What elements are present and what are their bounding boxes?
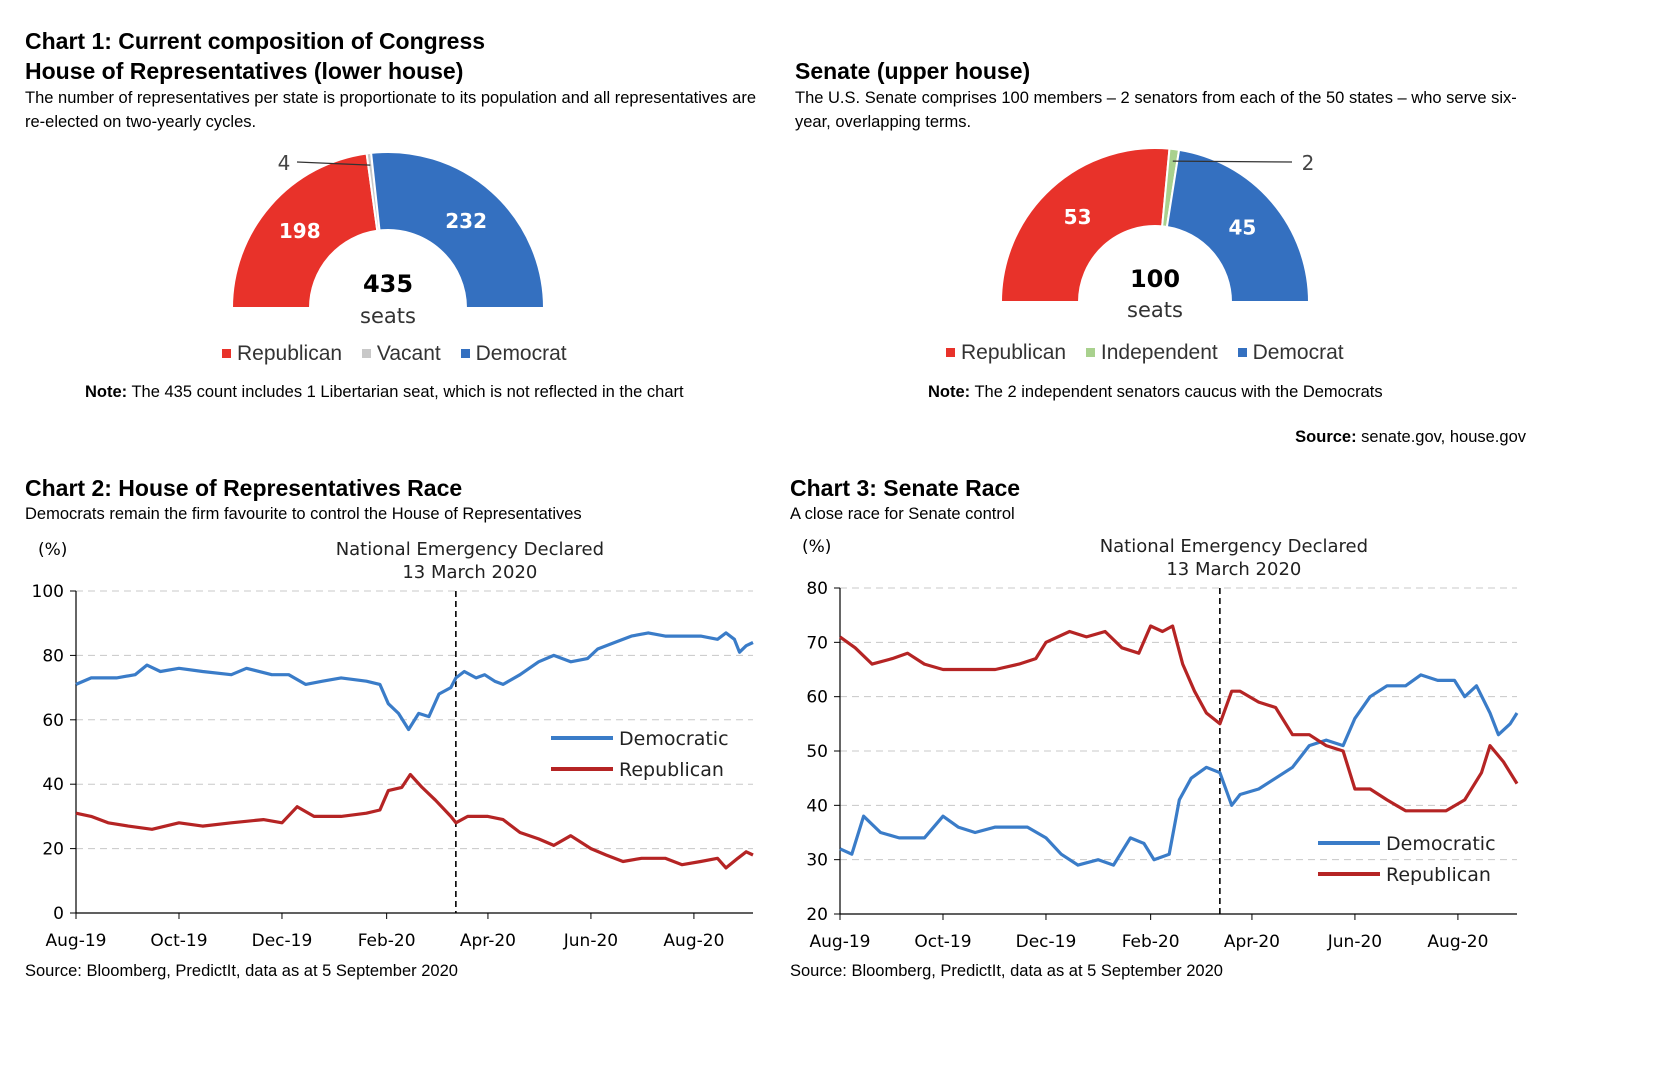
x-tick-label: Aug-20 [663, 931, 724, 951]
annotation-line-1: National Emergency Declared [336, 539, 604, 560]
senate-total-unit: seats [1127, 298, 1183, 322]
legend-democratic-label: Democratic [1386, 833, 1496, 855]
y-tick-label: 70 [806, 633, 828, 653]
y-tick-label: 30 [806, 851, 828, 871]
annotation-line-2: 13 March 2020 [402, 562, 537, 583]
chart2-title: Chart 2: House of Representatives Race [25, 475, 463, 501]
series-democratic-line [839, 673, 1519, 867]
house-legend: Republican Vacant Democrat [222, 342, 581, 366]
x-tick-label: Aug-19 [46, 931, 107, 951]
x-tick-label: Jun-20 [1327, 932, 1382, 952]
y-tick-label: 20 [806, 905, 828, 925]
senate-total: 100 [1130, 265, 1180, 293]
vacant-swatch [361, 348, 371, 358]
house-arcs [230, 151, 546, 309]
senate-semicircle-chart: 53 2 45 100 seats [999, 147, 1315, 322]
senate-democrat-arc [1165, 148, 1311, 303]
house-semicircle-chart: 198 4 232 435 seats [230, 151, 546, 328]
legend-item-vacant: Vacant [361, 342, 441, 365]
y-tick-label: 50 [806, 742, 828, 762]
chart3-line-chart: 20 30 40 50 60 70 80 (%) Aug-19 Oct-19 Dec-19 Feb-2… [802, 536, 1519, 952]
y-tick-label: 40 [42, 775, 64, 795]
senate-note: Note: The 2 independent senators caucus … [928, 383, 1383, 401]
x-tick-label: Oct-19 [150, 931, 207, 951]
x-tick-label: Apr-20 [460, 931, 516, 951]
x-tick-label: Feb-20 [1122, 932, 1180, 952]
senate-legend: Republican Independent Democrat [946, 341, 1358, 365]
chart2-line-chart: 0 20 40 60 80 100 (%) Aug-19 Oct-19 Dec-19 Feb-20 A… [32, 539, 754, 951]
annotation-line-2: 13 March 2020 [1166, 559, 1301, 580]
chart2-source: Source: Bloomberg, PredictIt, data as at… [25, 962, 458, 980]
y-tick-label: 80 [806, 579, 828, 599]
democrat-swatch [1237, 347, 1247, 357]
y-tick-label: 80 [42, 646, 64, 666]
house-total-unit: seats [360, 304, 416, 328]
x-tick-label: Jun-20 [563, 931, 618, 951]
house-heading: House of Representatives (lower house) [25, 58, 464, 84]
x-tick-label: Feb-20 [358, 931, 416, 951]
x-tick-label: Aug-20 [1427, 932, 1488, 952]
independent-swatch [1085, 347, 1095, 357]
chart1-source: Source: senate.gov, house.gov [1295, 428, 1526, 446]
y-tick-label: 40 [806, 796, 828, 816]
senate-republican-arc [999, 147, 1171, 303]
x-tick-label: Aug-19 [810, 932, 871, 952]
senate-arcs [999, 147, 1311, 303]
y-tick-label: 20 [42, 840, 64, 860]
y-tick-label: 0 [53, 904, 64, 924]
house-description: The number of representatives per state … [25, 89, 757, 131]
chart3-source: Source: Bloomberg, PredictIt, data as at… [790, 962, 1223, 980]
legend-item-independent: Independent [1085, 341, 1218, 364]
x-tick-label: Apr-20 [1224, 932, 1280, 952]
senate-description: The U.S. Senate comprises 100 members – … [795, 89, 1517, 131]
legend-republican-label: Republican [619, 759, 724, 781]
annotation-line-1: National Emergency Declared [1100, 536, 1368, 557]
chart2-subtitle: Democrats remain the firm favourite to c… [25, 505, 582, 523]
legend-item-republican: Republican [222, 342, 342, 365]
senate-democrat-label: 45 [1229, 215, 1257, 239]
house-vacant-leader-line [296, 161, 371, 166]
house-vacant-label: 4 [278, 151, 291, 175]
legend-item-democrat: Democrat [460, 342, 567, 365]
republican-swatch [946, 347, 955, 357]
senate-independent-label: 2 [1302, 151, 1315, 175]
house-total: 435 [363, 270, 413, 298]
legend-republican-label: Republican [1386, 864, 1491, 886]
x-tick-label: Dec-19 [252, 931, 313, 951]
house-democrat-arc [369, 151, 546, 309]
series-republican-line [75, 772, 754, 870]
house-republican-arc [230, 152, 379, 309]
y-tick-label: 60 [806, 688, 828, 708]
democrat-swatch [460, 348, 470, 358]
house-note: Note: The 435 count includes 1 Libertari… [85, 383, 684, 401]
senate-republican-label: 53 [1064, 205, 1092, 229]
series-republican-line [839, 624, 1519, 813]
legend-item-democrat: Democrat [1237, 341, 1344, 364]
y-axis-label: (%) [802, 537, 831, 557]
x-tick-label: Oct-19 [914, 932, 971, 952]
legend-democratic-label: Democratic [619, 728, 729, 750]
x-tick-label: Dec-19 [1016, 932, 1077, 952]
series-democratic-line [75, 631, 754, 732]
house-republican-label: 198 [279, 219, 321, 243]
y-tick-label: 100 [32, 582, 64, 602]
chart3-subtitle: A close race for Senate control [790, 505, 1015, 523]
y-tick-label: 60 [42, 711, 64, 731]
house-democrat-label: 232 [445, 209, 487, 233]
chart1-title: Chart 1: Current composition of Congress [25, 28, 486, 54]
senate-heading: Senate (upper house) [795, 58, 1031, 84]
republican-swatch [222, 348, 231, 358]
senate-independent-leader-line [1172, 160, 1293, 163]
y-axis-label: (%) [38, 540, 67, 560]
chart3-title: Chart 3: Senate Race [790, 475, 1021, 501]
legend-item-republican: Republican [946, 341, 1066, 364]
